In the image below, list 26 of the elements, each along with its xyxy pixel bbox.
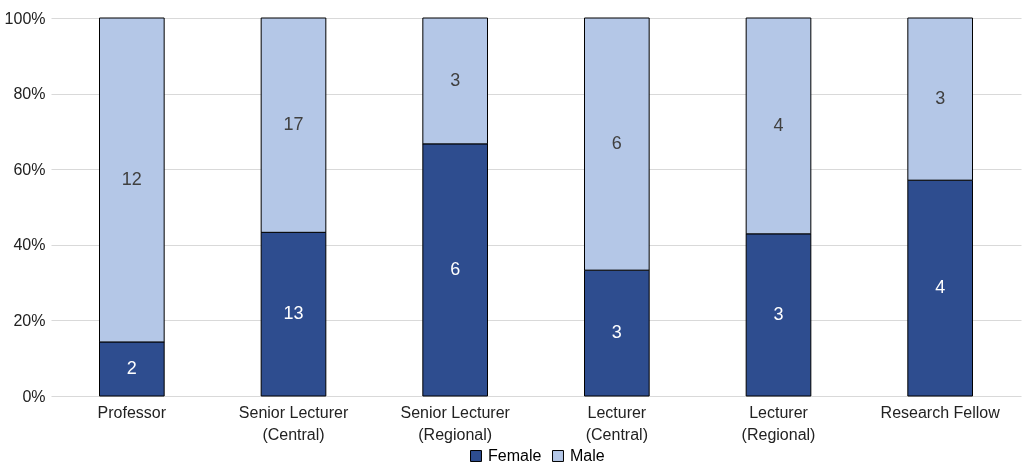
legend-label: Female bbox=[488, 447, 542, 464]
x-tick-label: Senior Lecturer (Regional) bbox=[400, 403, 511, 443]
x-tick-label: Lecturer (Regional) bbox=[741, 403, 816, 443]
y-tick-label: 40% bbox=[13, 236, 46, 254]
annotation: 13 bbox=[283, 303, 304, 324]
x-tick-label: Lecturer (Central) bbox=[585, 403, 648, 443]
annotation: 3 bbox=[450, 69, 461, 90]
annotation: 6 bbox=[611, 133, 622, 154]
annotation: 6 bbox=[450, 258, 461, 279]
annotation: 4 bbox=[773, 114, 784, 135]
y-tick-label: 100% bbox=[4, 9, 46, 27]
y-tick-label: 60% bbox=[13, 160, 46, 178]
legend-label: Male bbox=[570, 447, 605, 464]
annotation: 3 bbox=[611, 322, 622, 343]
annotation: 3 bbox=[773, 303, 784, 324]
annotation: 17 bbox=[283, 114, 304, 135]
y-tick-label: 20% bbox=[13, 311, 46, 329]
annotation: 3 bbox=[935, 88, 946, 109]
x-tick-label: Professor bbox=[97, 403, 167, 421]
x-tick-label: Senior Lecturer (Central) bbox=[238, 403, 349, 443]
y-tick-label: 80% bbox=[13, 85, 46, 103]
annotation: 12 bbox=[121, 168, 142, 189]
y-tick-label: 0% bbox=[22, 387, 46, 405]
x-tick-label: Research Fellow bbox=[880, 403, 1001, 421]
annotation: 2 bbox=[126, 357, 137, 378]
annotation: 4 bbox=[935, 277, 946, 298]
